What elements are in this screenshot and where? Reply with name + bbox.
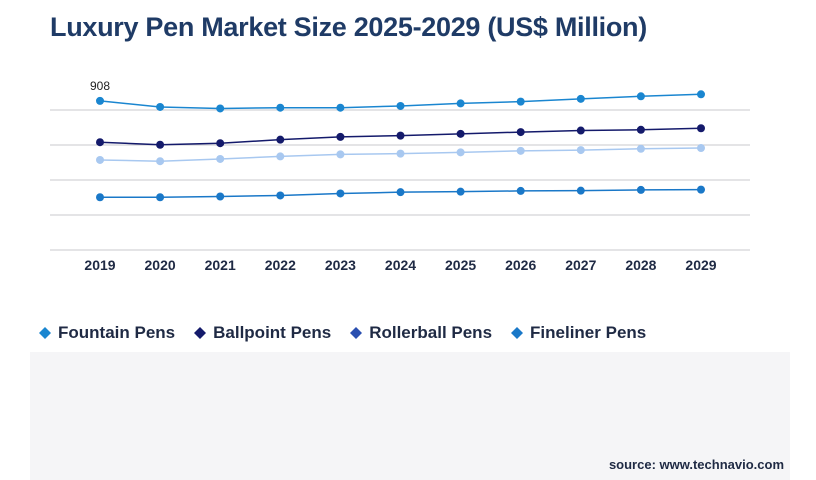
series-fountain-pens [96, 90, 705, 113]
data-point[interactable] [456, 99, 465, 108]
data-point[interactable] [456, 148, 465, 157]
data-point[interactable] [276, 191, 285, 200]
data-point[interactable] [396, 131, 405, 140]
data-point[interactable] [456, 187, 465, 196]
data-point[interactable] [336, 132, 345, 141]
data-point[interactable] [516, 128, 525, 137]
diamond-marker-icon [39, 327, 51, 339]
gridlines [50, 109, 750, 251]
data-point[interactable] [516, 186, 525, 195]
data-point[interactable] [276, 135, 285, 144]
legend-item-fineliner-pens[interactable]: Fineliner Pens [510, 323, 646, 343]
data-point[interactable] [636, 185, 645, 194]
x-tick-label: 2029 [685, 257, 716, 273]
data-point[interactable] [216, 104, 225, 113]
x-tick-label: 2020 [145, 257, 176, 273]
x-tick-label: 2027 [565, 257, 596, 273]
legend-item-rollerball-pens[interactable]: Rollerball Pens [349, 323, 492, 343]
chart-title: Luxury Pen Market Size 2025-2029 (US$ Mi… [50, 12, 647, 42]
series-rollerball-pens [96, 144, 705, 166]
data-point[interactable] [336, 189, 345, 198]
data-point[interactable] [216, 139, 225, 148]
diamond-marker-icon [350, 327, 363, 339]
data-point[interactable] [576, 94, 585, 103]
line-chart: 2019 2020 2021 2022 2023 2024 2025 2026 2027 2028… [50, 79, 750, 273]
data-point[interactable] [156, 157, 165, 166]
data-point[interactable] [576, 186, 585, 195]
x-tick-label: 2028 [625, 257, 656, 273]
data-point[interactable] [96, 155, 104, 164]
data-point[interactable] [96, 138, 104, 147]
legend-item-ballpoint-pens[interactable]: Ballpoint Pens [193, 323, 331, 343]
data-point[interactable] [276, 103, 285, 112]
data-point[interactable] [276, 152, 285, 161]
x-tick-label: 2025 [445, 257, 476, 273]
data-point[interactable] [216, 192, 225, 201]
data-point[interactable] [96, 193, 104, 202]
data-point[interactable] [336, 150, 345, 159]
data-point[interactable] [516, 97, 525, 106]
series-ballpoint-pens [96, 124, 705, 149]
annotations: 908 [90, 79, 110, 93]
x-tick-label: 2024 [385, 257, 416, 273]
data-point[interactable] [636, 144, 645, 153]
legend-label: Rollerball Pens [369, 323, 493, 342]
x-tick-label: 2023 [325, 257, 356, 273]
x-tick-label: 2026 [505, 257, 536, 273]
background-panel [30, 352, 790, 480]
x-tick-label: 2019 [84, 257, 115, 273]
data-point[interactable] [156, 140, 165, 149]
data-point[interactable] [336, 103, 345, 112]
data-point[interactable] [396, 188, 405, 197]
legend: Fountain Pens Ballpoint Pens Rollerball … [38, 323, 646, 343]
legend-label: Fineliner Pens [530, 323, 647, 342]
data-point[interactable] [456, 129, 465, 138]
data-point[interactable] [156, 102, 165, 111]
diamond-marker-icon [511, 327, 524, 339]
data-point[interactable] [156, 193, 165, 202]
data-point[interactable] [636, 92, 645, 101]
data-label: 908 [90, 79, 110, 93]
source-credit: source: www.technavio.com [608, 457, 784, 472]
data-point[interactable] [396, 101, 405, 110]
data-point[interactable] [697, 144, 705, 153]
x-tick-label: 2021 [205, 257, 236, 273]
x-tick-label: 2022 [265, 257, 296, 273]
data-point[interactable] [697, 90, 705, 99]
data-point[interactable] [576, 146, 585, 155]
legend-item-fountain-pens[interactable]: Fountain Pens [38, 323, 175, 343]
series-fineliner-pens [96, 185, 705, 202]
data-point[interactable] [96, 96, 104, 105]
data-point[interactable] [216, 154, 225, 163]
series-layer [96, 90, 705, 202]
data-point[interactable] [636, 125, 645, 134]
data-point[interactable] [697, 124, 705, 133]
data-point[interactable] [697, 185, 705, 194]
data-point[interactable] [396, 149, 405, 158]
legend-label: Ballpoint Pens [213, 323, 332, 342]
legend-label: Fountain Pens [58, 323, 176, 342]
x-tick-labels: 2019 2020 2021 2022 2023 2024 2025 2026 2027 2028… [84, 257, 716, 273]
diamond-marker-icon [194, 327, 207, 339]
data-point[interactable] [576, 126, 585, 135]
data-point[interactable] [516, 146, 525, 155]
